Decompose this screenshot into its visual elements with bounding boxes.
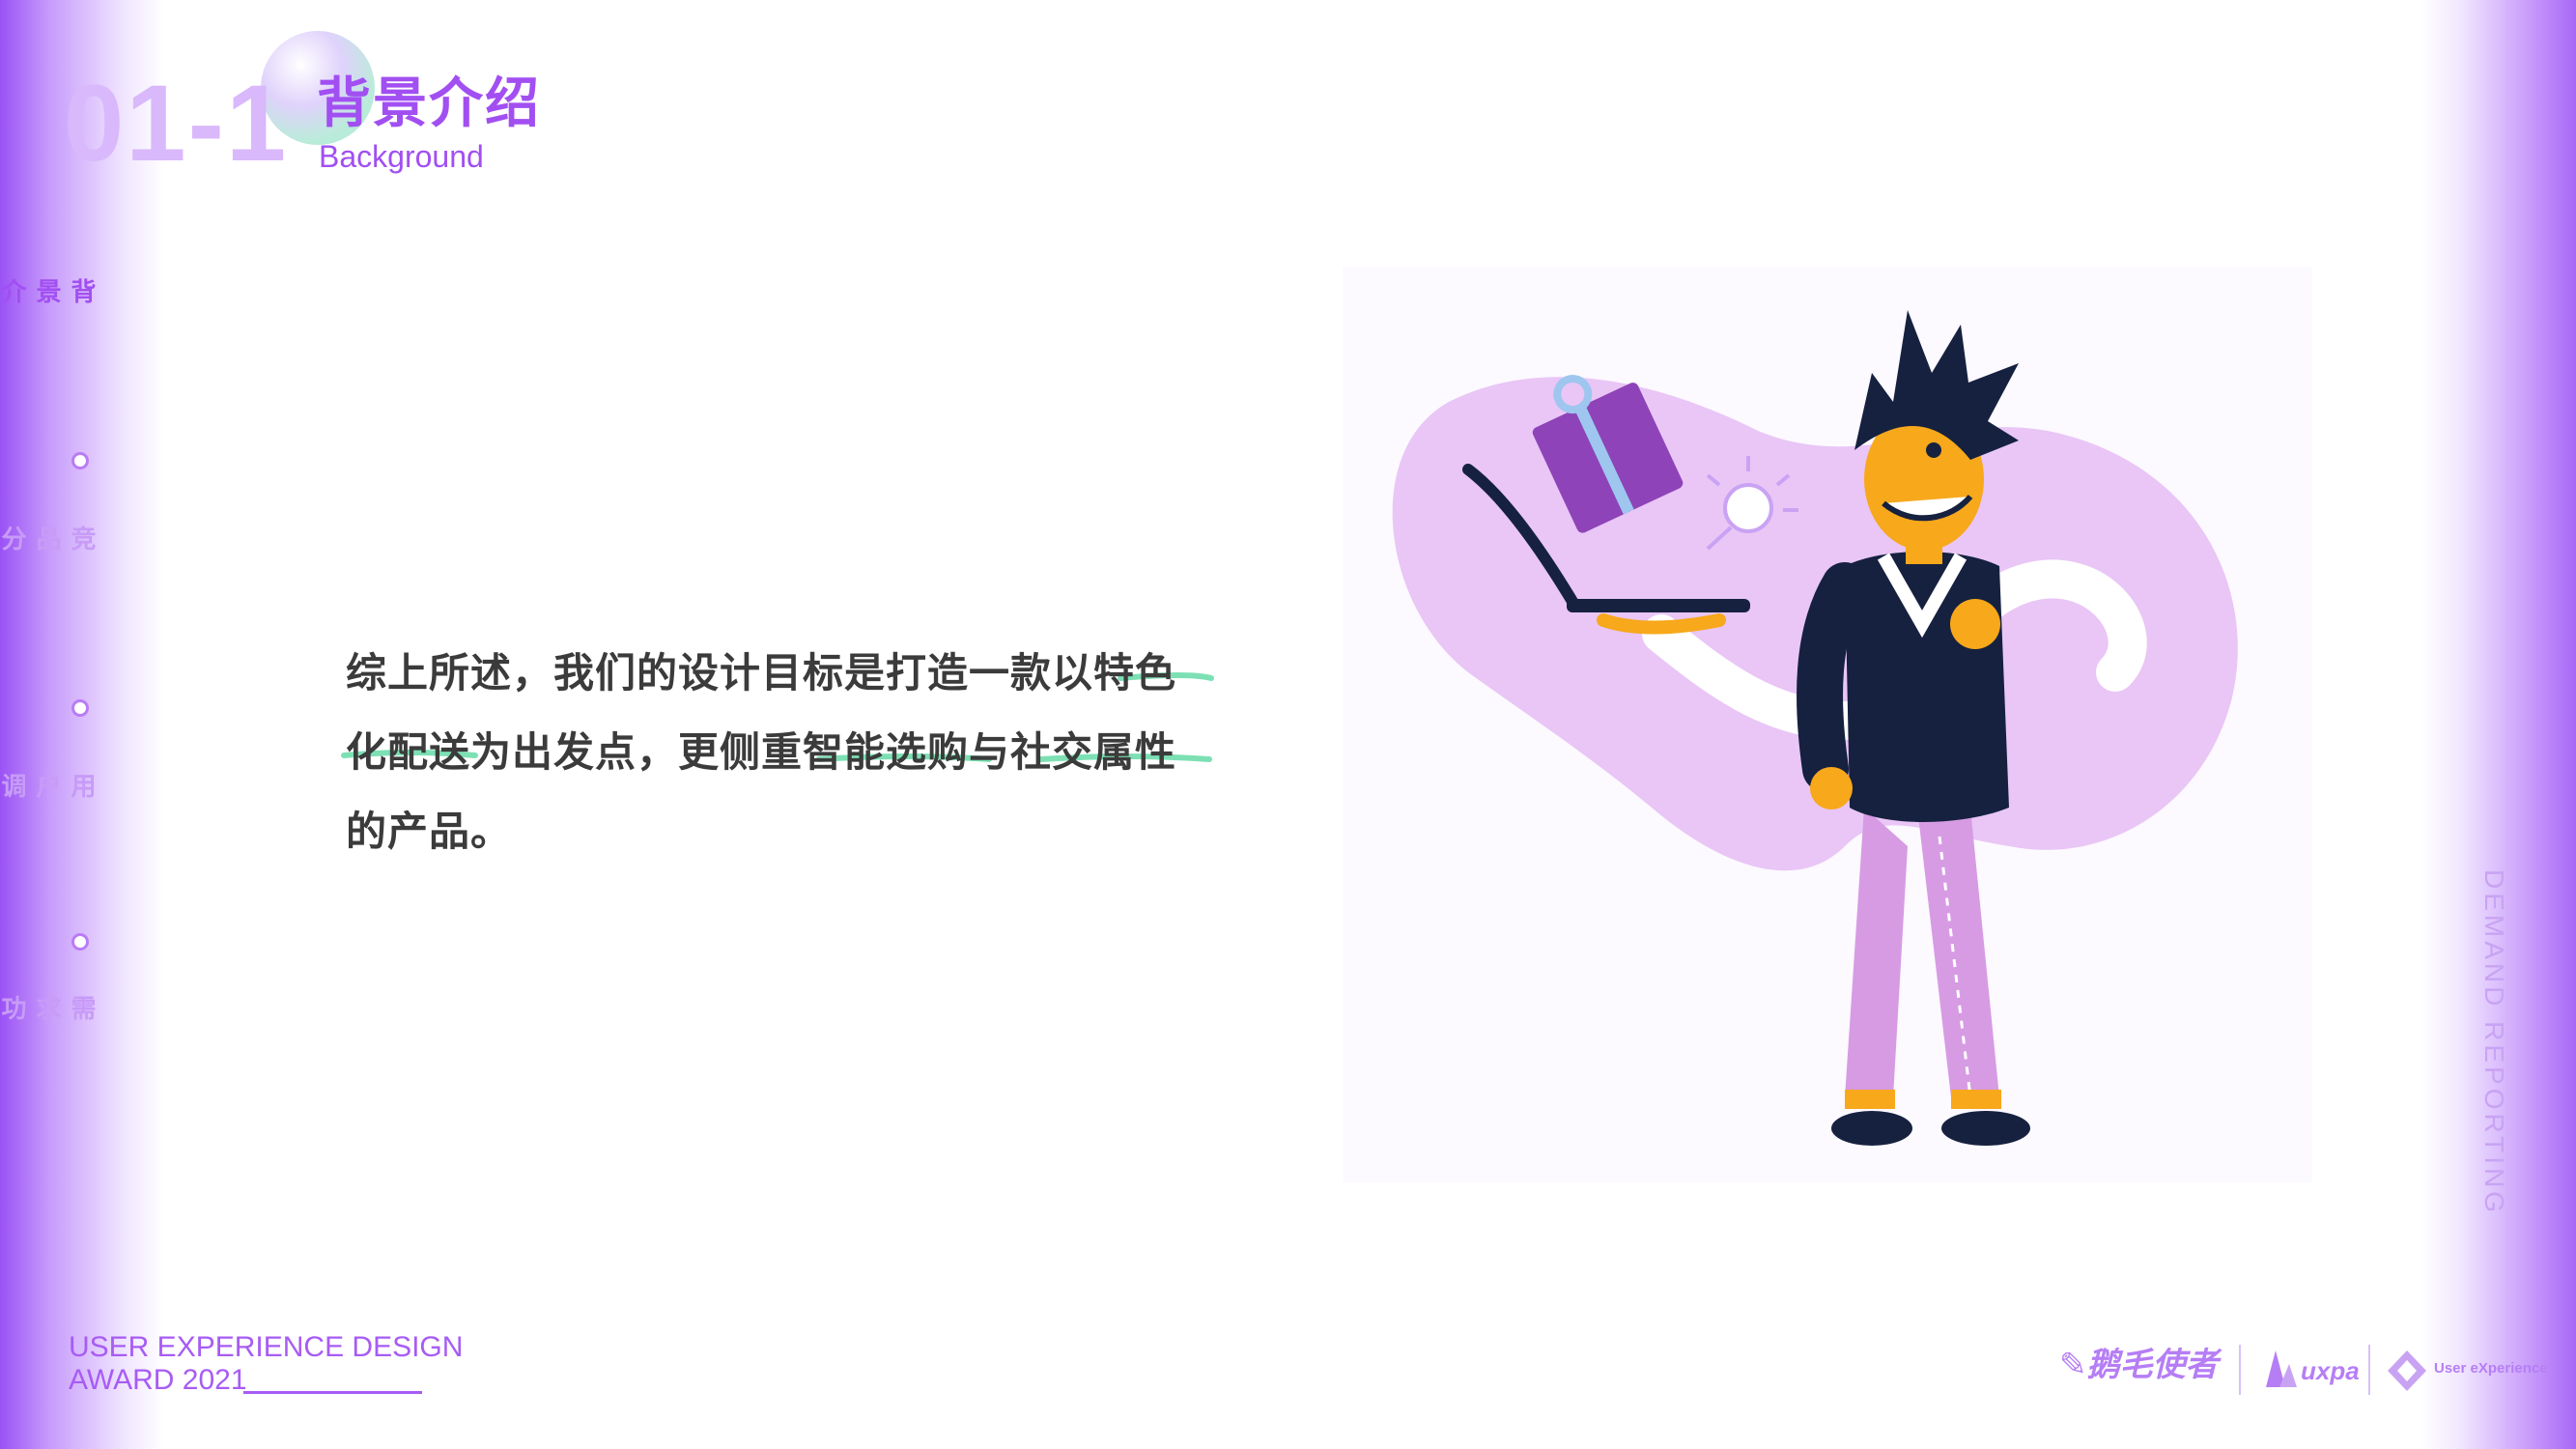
logo-divider xyxy=(2239,1345,2241,1395)
right-gradient-edge xyxy=(2421,0,2576,1449)
page-title: 背景介绍 xyxy=(317,72,541,135)
gradient-orb-decoration xyxy=(261,31,375,145)
delivery-man-illustration xyxy=(1343,267,2312,1182)
nav-item-user-research[interactable]: 用户调研 xyxy=(0,773,96,800)
nav-item-competitor-analysis[interactable]: 竞品分析 xyxy=(0,526,96,553)
nav-item-background[interactable]: 背景介绍 xyxy=(0,278,96,305)
feather-icon: ✎ xyxy=(2059,1346,2087,1384)
logo-user-experience: User eXperience xyxy=(2384,1347,2548,1395)
left-gradient-edge xyxy=(0,0,164,1449)
nav-dot xyxy=(71,699,89,717)
nav-dot xyxy=(71,933,89,951)
logo-emao-text: 鹅毛使者 xyxy=(2086,1346,2219,1384)
page-subtitle: Background xyxy=(319,139,484,174)
uxpa-text: uxpa xyxy=(2301,1356,2360,1385)
summary-line-2: 化配送为出发点，更侧重智能选购与社交属性 xyxy=(346,728,1177,776)
summary-paragraph: 综上所述，我们的设计目标是打造一款以特色 化配送为出发点，更侧重智能选购与社交属… xyxy=(346,634,1215,871)
diamond-logo-icon xyxy=(2388,1350,2426,1391)
logo-divider xyxy=(2368,1345,2370,1395)
user-experience-text: User eXperience xyxy=(2434,1360,2548,1377)
footer-award-line-2: AWARD 2021 xyxy=(69,1364,247,1396)
nav-item-requirements[interactable]: 需求功能提炼 xyxy=(0,995,96,1022)
nav-dot xyxy=(71,452,89,469)
summary-line-1: 综上所述，我们的设计目标是打造一款以特色 xyxy=(346,649,1177,696)
logo-uxpa: uxpa xyxy=(2260,1341,2366,1395)
side-label-demand-reporting: DEMAND REPORTING xyxy=(2479,869,2509,1217)
logo-emao-shizhe: ✎鹅毛使者 xyxy=(2059,1349,2219,1381)
uxpa-mark-icon xyxy=(2266,1350,2297,1387)
summary-line-3: 的产品。 xyxy=(346,808,513,855)
section-number: 01-1 xyxy=(64,63,289,184)
footer-underline xyxy=(243,1391,422,1394)
footer-award-line-1: USER EXPERIENCE DESIGN xyxy=(69,1331,464,1363)
